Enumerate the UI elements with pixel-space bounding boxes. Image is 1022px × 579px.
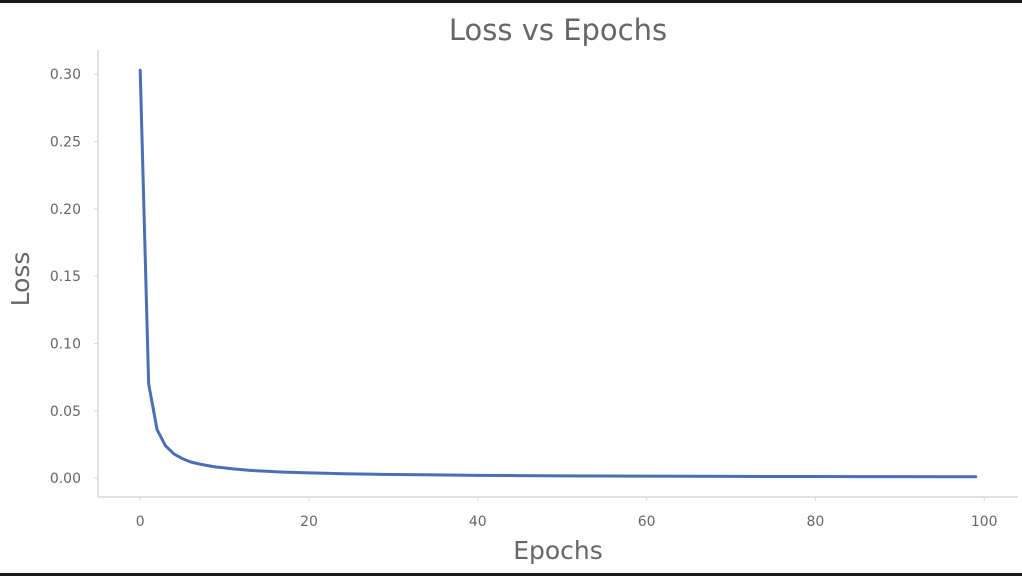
y-tick-label: 0.20 <box>50 202 81 218</box>
x-tick-label: 0 <box>136 514 145 530</box>
x-tick-label: 100 <box>971 514 998 530</box>
y-tick-label: 0.30 <box>50 67 81 83</box>
x-tick-label: 20 <box>300 514 318 530</box>
y-axis-label: Loss <box>6 252 35 307</box>
x-tick-label: 40 <box>469 514 487 530</box>
loss-series-line <box>138 68 978 479</box>
y-ticks: 0.00 0.05 0.10 0.15 0.20 0.25 0.30 <box>50 67 98 487</box>
y-tick-label: 0.05 <box>50 404 81 420</box>
y-tick-label: 0.10 <box>50 337 81 353</box>
x-tick-label: 60 <box>638 514 656 530</box>
chart-title: Loss vs Epochs <box>449 13 667 47</box>
y-tick-label: 0.00 <box>50 471 81 487</box>
y-tick-label: 0.25 <box>50 135 81 151</box>
loss-chart: Loss vs Epochs Loss Epochs 0 20 40 60 80 100 … <box>6 13 1018 565</box>
y-tick-label: 0.15 <box>50 269 81 285</box>
x-ticks: 0 20 40 60 80 100 <box>136 497 998 530</box>
x-axis-label: Epochs <box>513 536 603 565</box>
x-tick-label: 80 <box>807 514 825 530</box>
